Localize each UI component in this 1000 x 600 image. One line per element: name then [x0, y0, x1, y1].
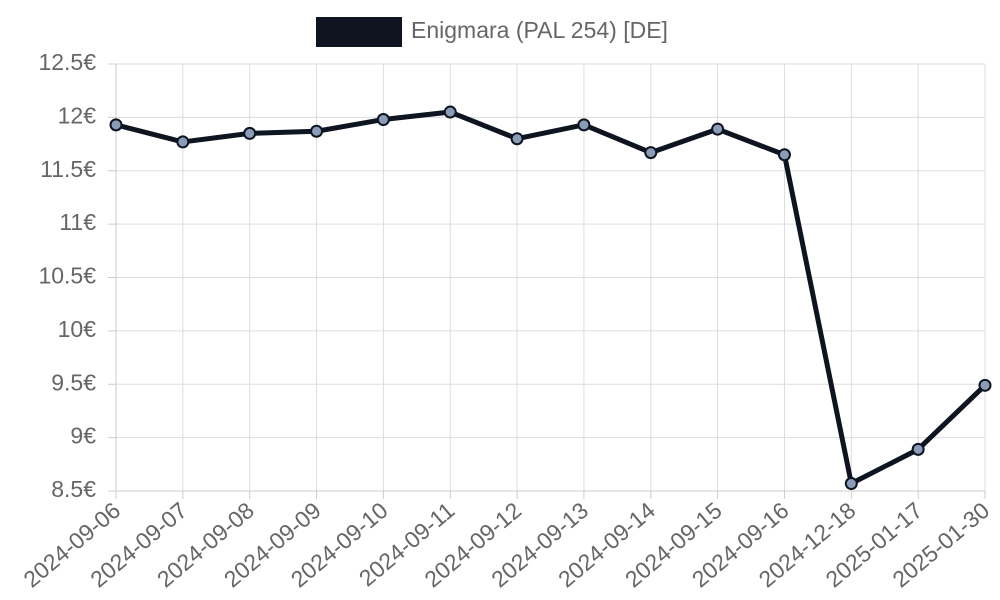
- data-point[interactable]: [577, 118, 591, 132]
- data-point[interactable]: [376, 113, 390, 127]
- y-tick-label: 11.5€: [40, 156, 96, 182]
- axes: 8.5€9€9.5€10€10.5€11€11.5€12€12.5€2024-0…: [18, 49, 994, 592]
- data-point[interactable]: [443, 105, 457, 119]
- y-tick-label: 10€: [58, 316, 97, 342]
- y-tick-label: 9€: [70, 423, 96, 449]
- data-point[interactable]: [777, 148, 791, 162]
- data-point[interactable]: [711, 122, 725, 136]
- data-point[interactable]: [644, 146, 658, 160]
- series-layer: [109, 105, 992, 491]
- legend-swatch[interactable]: [316, 17, 402, 47]
- legend[interactable]: Enigmara (PAL 254) [DE]: [316, 17, 668, 47]
- data-point[interactable]: [176, 135, 190, 149]
- data-point[interactable]: [109, 118, 123, 132]
- y-tick-label: 8.5€: [51, 476, 96, 502]
- y-tick-label: 9.5€: [51, 369, 96, 395]
- data-point[interactable]: [310, 124, 324, 138]
- legend-label[interactable]: Enigmara (PAL 254) [DE]: [411, 17, 668, 43]
- y-tick-label: 10.5€: [38, 263, 96, 289]
- data-point[interactable]: [510, 132, 524, 146]
- data-point[interactable]: [911, 442, 925, 456]
- y-tick-label: 11€: [59, 209, 96, 235]
- y-tick-label: 12.5€: [38, 49, 96, 75]
- data-point[interactable]: [243, 126, 257, 140]
- y-tick-label: 12€: [58, 102, 97, 128]
- data-point[interactable]: [978, 378, 992, 392]
- series-line: [113, 109, 988, 487]
- data-point[interactable]: [844, 477, 858, 491]
